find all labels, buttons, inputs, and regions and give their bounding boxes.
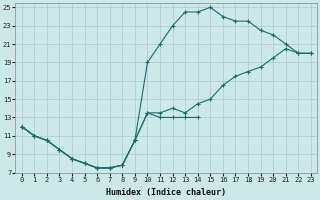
X-axis label: Humidex (Indice chaleur): Humidex (Indice chaleur) <box>106 188 226 197</box>
